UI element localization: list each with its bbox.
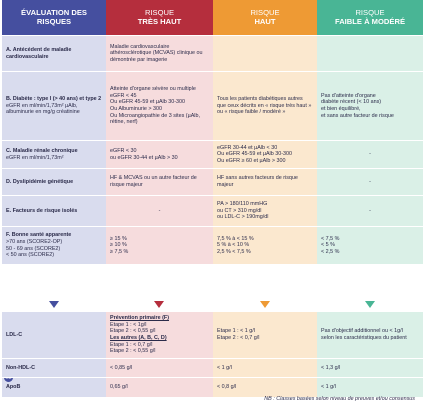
cell-haut: [213, 36, 317, 72]
row-label: D. Dyslipidémie génétique: [2, 169, 106, 196]
ou-badge: OU: [4, 378, 13, 382]
cell-haut: eGFR 30-44 et µAlb < 30 Ou eGFR 45-59 et…: [213, 141, 317, 169]
table-row: E. Facteurs de risque isolés - PA > 180/…: [2, 196, 423, 227]
cell-haut: PA > 180/110 mmHG ou CT > 310 mg/dl ou L…: [213, 196, 317, 227]
cell-haut: < 0,8 g/l: [213, 378, 317, 398]
cell-faible: -: [317, 141, 423, 169]
arrow-down-icon: [260, 301, 270, 308]
cell-faible: < 1 g/l: [317, 378, 423, 398]
target-row-nonhdl: Non-HDL-C < 0,85 g/l < 1 g/l < 1,3 g/l: [2, 359, 423, 378]
cell-tres-haut: Prévention primaire (F) Etape 1 : < 1g/l…: [106, 312, 213, 359]
table-row: F. Bonne santé apparente >70 ans (SCORE2…: [2, 227, 423, 265]
table-row: C. Maladie rénale chronique eGFR en ml/m…: [2, 141, 423, 169]
cell-haut: HF sans autres facteurs de risque majeur: [213, 169, 317, 196]
table-row: D. Dyslipidémie génétique HF & MCVAS ou …: [2, 169, 423, 196]
target-row-apob: OU ApoB 0,65 g/l < 0,8 g/l < 1 g/l: [2, 378, 423, 398]
cell-tres-haut: HF & MCVAS ou un autre facteur de risque…: [106, 169, 213, 196]
arrow-row: [2, 301, 423, 311]
arrow-down-icon: [365, 301, 375, 308]
row-label: A. Antécédent de maladie cardiovasculair…: [2, 36, 106, 72]
cell-haut: Tous les patients diabétiques autres que…: [213, 72, 317, 141]
target-label: LDL-C: [2, 312, 106, 359]
cell-tres-haut: eGFR < 30 ou eGFR 30-44 et µAlb > 30: [106, 141, 213, 169]
footnote: NB : Classes basées selon niveau de preu…: [264, 396, 415, 402]
row-label: C. Maladie rénale chronique eGFR en ml/m…: [2, 141, 106, 169]
target-label: Non-HDL-C: [2, 359, 106, 378]
cell-haut: 7,5 % à < 15 % 5 % à < 10 % 2,5 % < 7,5 …: [213, 227, 317, 265]
cell-tres-haut: 0,65 g/l: [106, 378, 213, 398]
table-row: B. Diabète : type I (> 40 ans) et type 2…: [2, 72, 423, 141]
table-row: A. Antécédent de maladie cardiovasculair…: [2, 36, 423, 72]
cell-faible: -: [317, 169, 423, 196]
row-note: >70 ans (SCORE2-OP) 50 - 69 ans (SCORE2)…: [6, 238, 63, 259]
row-label: B. Diabète : type I (> 40 ans) et type 2…: [2, 72, 106, 141]
target-row-ldl: LDL-C Prévention primaire (F) Etape 1 : …: [2, 312, 423, 359]
sub-title: Les autres (A, B, C, D): [110, 335, 167, 341]
header-faible-modere: RISQUE FAIBLE À MODÉRÉ: [317, 0, 423, 36]
header-row: ÉVALUATION DES RISQUES RISQUE TRÈS HAUT …: [2, 0, 423, 36]
cell-faible: [317, 36, 423, 72]
cell-tres-haut: Maladie cardiovasculaire athérosclérotiq…: [106, 36, 213, 72]
arrow-down-icon: [154, 301, 164, 308]
cell-faible: < 1,3 g/l: [317, 359, 423, 378]
header-haut: RISQUE HAUT: [213, 0, 317, 36]
row-note: eGFR en ml/min/1,73m²: [6, 154, 64, 161]
cell-faible: Pas d'atteinte d'organe diabète récent (…: [317, 72, 423, 141]
header-tres-haut: RISQUE TRÈS HAUT: [106, 0, 213, 36]
cell-faible: < 7,5 % < 5 % < 2,5 %: [317, 227, 423, 265]
risk-evaluation-table: ÉVALUATION DES RISQUES RISQUE TRÈS HAUT …: [2, 0, 423, 265]
row-label: E. Facteurs de risque isolés: [2, 196, 106, 227]
cell-tres-haut: ≥ 15 % ≥ 10 % ≥ 7,5 %: [106, 227, 213, 265]
header-evaluation: ÉVALUATION DES RISQUES: [2, 0, 106, 36]
sub-values: Etape 1 : < 0,7 g/l Etape 2 : < 0,55 g/l: [110, 341, 156, 355]
row-note: eGFR en ml/min/1,73m² µAlb, albuminurie …: [6, 102, 80, 116]
cell-faible: -: [317, 196, 423, 227]
cell-tres-haut: -: [106, 196, 213, 227]
cell-haut: < 1 g/l: [213, 359, 317, 378]
arrow-down-icon: [49, 301, 59, 308]
sub-title: Prévention primaire (F): [110, 315, 170, 322]
target-label: OU ApoB: [2, 378, 106, 398]
sub-values: Etape 1 : < 1g/l Etape 2 : < 0,55 g/l: [110, 321, 156, 335]
targets-table: LDL-C Prévention primaire (F) Etape 1 : …: [2, 312, 423, 398]
cell-tres-haut: Atteinte d'organe sévère ou multiple eGF…: [106, 72, 213, 141]
cell-faible: Pas d'objectif additionnel ou < 1g/l sel…: [317, 312, 423, 359]
row-label: F. Bonne santé apparente >70 ans (SCORE2…: [2, 227, 106, 265]
cell-tres-haut: < 0,85 g/l: [106, 359, 213, 378]
cell-haut: Etape 1 : < 1 g/l Etape 2 : < 0,7 g/l: [213, 312, 317, 359]
